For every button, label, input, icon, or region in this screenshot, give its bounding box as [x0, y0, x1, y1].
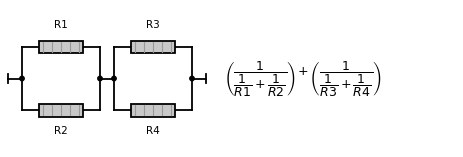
Text: R2: R2: [54, 127, 68, 136]
Text: R1: R1: [54, 21, 68, 30]
Text: R3: R3: [146, 21, 160, 30]
Circle shape: [20, 76, 24, 81]
Circle shape: [112, 76, 116, 81]
Bar: [131, 41, 175, 54]
Bar: [131, 103, 175, 116]
Text: R4: R4: [146, 127, 160, 136]
Bar: [39, 103, 83, 116]
Text: $\left(\dfrac{1}{\dfrac{1}{R1}+\dfrac{1}{R2}}\right)+\left(\dfrac{1}{\dfrac{1}{R: $\left(\dfrac{1}{\dfrac{1}{R1}+\dfrac{1}…: [225, 59, 381, 98]
Circle shape: [189, 76, 194, 81]
Bar: [39, 41, 83, 54]
Circle shape: [98, 76, 102, 81]
